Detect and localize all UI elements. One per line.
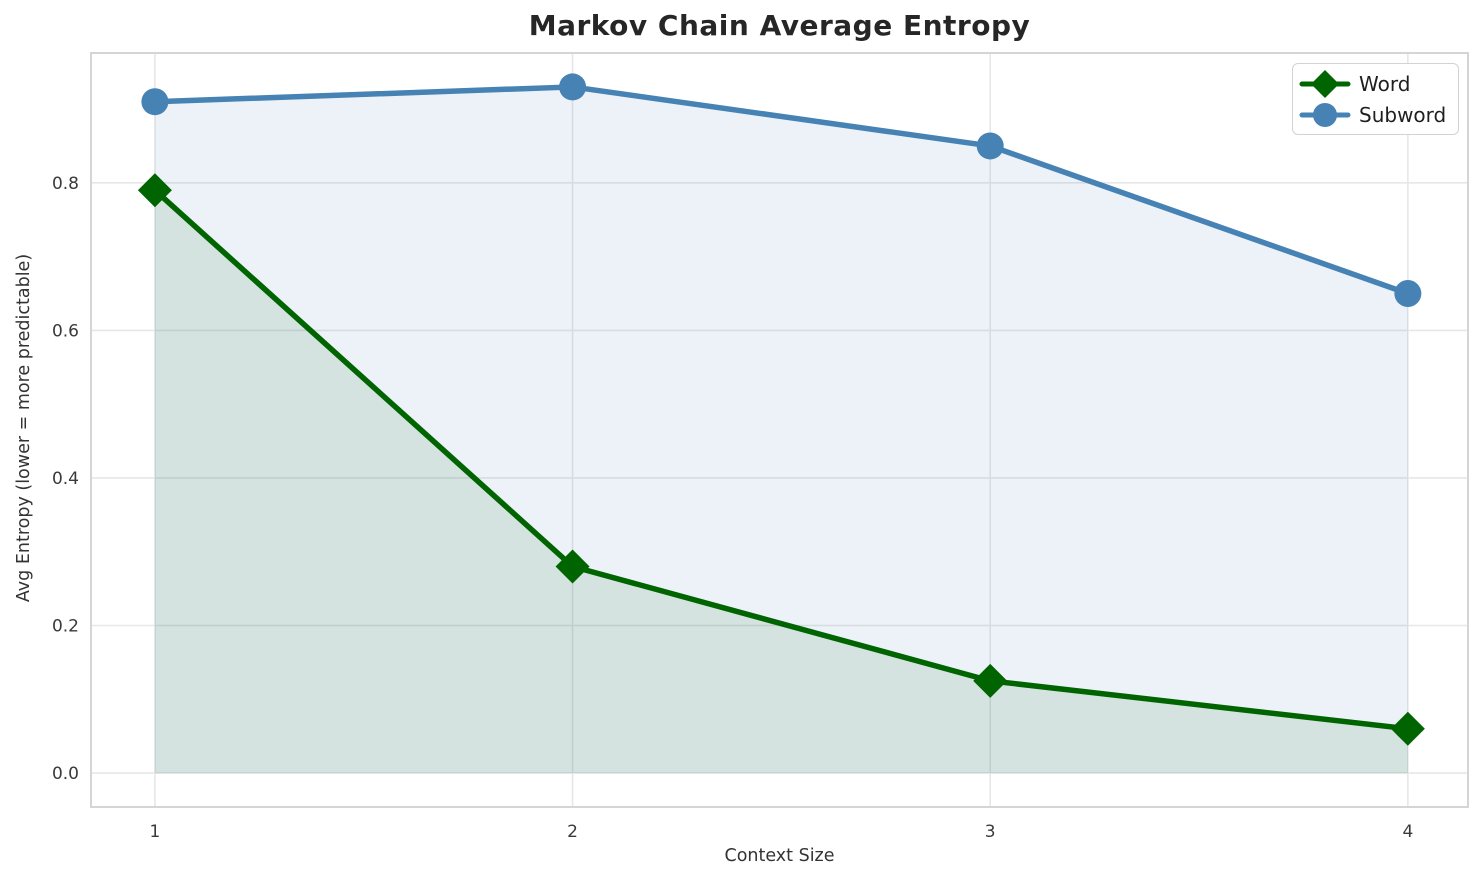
marker-word-4 — [1390, 711, 1425, 746]
marker-word-3 — [973, 663, 1008, 698]
legend: Word Subword — [1292, 63, 1459, 135]
legend-label: Word — [1359, 71, 1411, 96]
x-tick-label: 1 — [149, 822, 160, 842]
y-tick-label: 0.0 — [52, 764, 79, 784]
y-axis-label: Avg Entropy (lower = more predictable) — [14, 253, 34, 603]
area-fill-word — [154, 190, 1408, 774]
x-tick-label: 2 — [567, 822, 578, 842]
x-tick-label: 3 — [985, 822, 996, 842]
series-line-word — [152, 187, 1411, 732]
x-tick-label: 4 — [1402, 822, 1413, 842]
axes-border — [90, 52, 1469, 808]
marker-subword-4 — [1394, 280, 1422, 308]
y-tick-label: 0.8 — [52, 174, 79, 194]
marker-subword-1 — [141, 88, 169, 116]
series-line-subword — [152, 84, 1411, 297]
y-tick-label: 0.4 — [52, 469, 79, 489]
area-fill-subword — [154, 86, 1408, 774]
chart-title: Markov Chain Average Entropy — [528, 9, 1031, 42]
marker-subword-2 — [559, 73, 587, 101]
legend-item-word: Word — [1299, 68, 1448, 99]
legend-circle-icon — [1299, 102, 1351, 127]
y-tick-label: 0.6 — [52, 321, 79, 341]
marker-word-2 — [555, 549, 590, 584]
x-axis-label: Context Size — [724, 846, 835, 866]
marker-word-1 — [137, 173, 172, 208]
y-tick-label: 0.2 — [52, 617, 79, 637]
legend-diamond-icon — [1299, 69, 1351, 98]
marker-subword-3 — [976, 132, 1004, 160]
legend-label: Subword — [1359, 102, 1447, 127]
legend-item-subword: Subword — [1299, 99, 1448, 130]
